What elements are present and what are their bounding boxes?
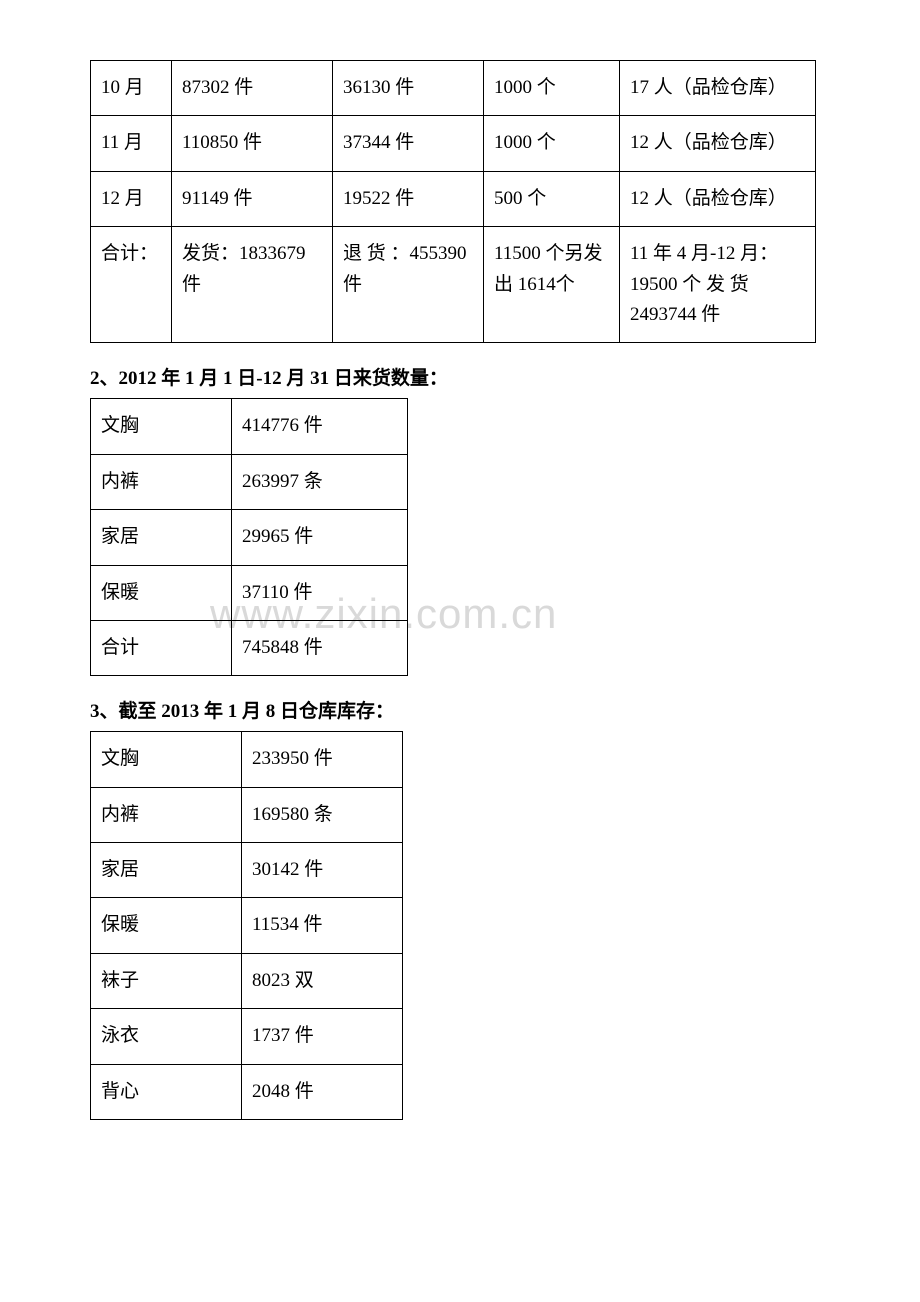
cell: 12 人（品检仓库） (620, 116, 816, 171)
heading-inventory: 3、截至 2013 年 1 月 8 日仓库库存： (90, 696, 830, 723)
cell: 169580 条 (242, 787, 403, 842)
heading-incoming: 2、2012 年 1 月 1 日-12 月 31 日来货数量： (90, 363, 830, 390)
cell: 17 人（品检仓库） (620, 61, 816, 116)
cell: 内裤 (91, 454, 232, 509)
table-row: 内裤 169580 条 (91, 787, 403, 842)
table-row: 合计 745848 件 (91, 620, 408, 675)
cell: 保暖 (91, 898, 242, 953)
cell: 263997 条 (232, 454, 408, 509)
table-row: 文胸 233950 件 (91, 732, 403, 787)
cell: 233950 件 (242, 732, 403, 787)
table-row: 背心 2048 件 (91, 1064, 403, 1119)
cell: 内裤 (91, 787, 242, 842)
cell: 家居 (91, 510, 232, 565)
cell: 12 人（品检仓库） (620, 171, 816, 226)
table-row: 保暖 37110 件 (91, 565, 408, 620)
table-shipments: 10 月 87302 件 36130 件 1000 个 17 人（品检仓库） 1… (90, 60, 816, 343)
cell: 500 个 (484, 171, 620, 226)
cell: 87302 件 (172, 61, 333, 116)
table-incoming: 文胸 414776 件 内裤 263997 条 家居 29965 件 保暖 37… (90, 398, 408, 676)
cell: 2048 件 (242, 1064, 403, 1119)
cell: 合计 (91, 620, 232, 675)
cell: 11534 件 (242, 898, 403, 953)
table-row: 内裤 263997 条 (91, 454, 408, 509)
cell: 文胸 (91, 732, 242, 787)
table-inventory: 文胸 233950 件 内裤 169580 条 家居 30142 件 保暖 11… (90, 731, 403, 1120)
cell: 合计： (91, 227, 172, 343)
cell: 110850 件 (172, 116, 333, 171)
cell: 背心 (91, 1064, 242, 1119)
table-row: 12 月 91149 件 19522 件 500 个 12 人（品检仓库） (91, 171, 816, 226)
table-row: 袜子 8023 双 (91, 953, 403, 1008)
cell: 414776 件 (232, 399, 408, 454)
cell: 8023 双 (242, 953, 403, 1008)
table-row: 11 月 110850 件 37344 件 1000 个 12 人（品检仓库） (91, 116, 816, 171)
cell: 29965 件 (232, 510, 408, 565)
table-row: 保暖 11534 件 (91, 898, 403, 953)
cell: 泳衣 (91, 1009, 242, 1064)
cell: 袜子 (91, 953, 242, 1008)
table-row: 10 月 87302 件 36130 件 1000 个 17 人（品检仓库） (91, 61, 816, 116)
cell: 30142 件 (242, 843, 403, 898)
cell: 文胸 (91, 399, 232, 454)
cell: 发货：1833679件 (172, 227, 333, 343)
cell: 12 月 (91, 171, 172, 226)
table-row: 泳衣 1737 件 (91, 1009, 403, 1064)
cell: 37110 件 (232, 565, 408, 620)
cell: 11500 个另发出 1614个 (484, 227, 620, 343)
cell: 1737 件 (242, 1009, 403, 1064)
cell: 家居 (91, 843, 242, 898)
table-row: 家居 29965 件 (91, 510, 408, 565)
table-row: 合计： 发货：1833679件 退 货 ：455390 件 11500 个另发出… (91, 227, 816, 343)
table-row: 文胸 414776 件 (91, 399, 408, 454)
cell: 37344 件 (333, 116, 484, 171)
cell: 745848 件 (232, 620, 408, 675)
cell: 19522 件 (333, 171, 484, 226)
table-row: 家居 30142 件 (91, 843, 403, 898)
cell: 10 月 (91, 61, 172, 116)
cell: 11 月 (91, 116, 172, 171)
cell: 36130 件 (333, 61, 484, 116)
cell: 1000 个 (484, 116, 620, 171)
cell: 91149 件 (172, 171, 333, 226)
cell: 保暖 (91, 565, 232, 620)
cell: 退 货 ：455390 件 (333, 227, 484, 343)
cell: 11 年 4 月-12 月：19500 个 发 货2493744 件 (620, 227, 816, 343)
cell: 1000 个 (484, 61, 620, 116)
